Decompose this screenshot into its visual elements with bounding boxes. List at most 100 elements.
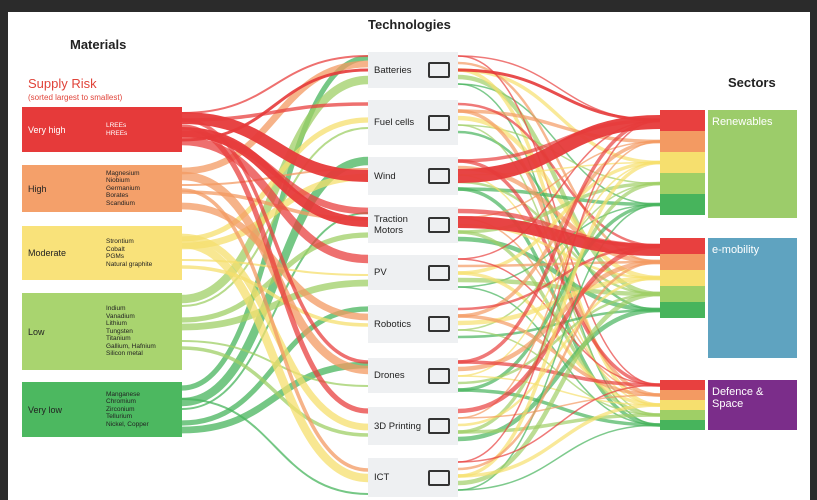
technology-label: Drones (374, 370, 405, 381)
sector-label: Defence & Space (712, 386, 764, 410)
sector-risk-band (660, 152, 705, 173)
technologies-header: Technologies (368, 17, 451, 32)
flow (181, 55, 369, 391)
sector-risk-band (660, 131, 705, 152)
sector-risk-band (660, 302, 705, 318)
materials-header: Materials (70, 37, 127, 52)
material: Tellurium (106, 413, 133, 421)
material: Titanium (106, 335, 131, 343)
flow (181, 265, 369, 327)
flow (457, 119, 661, 463)
technology-label: Robotics (374, 318, 411, 330)
material: Tungsten (106, 327, 133, 335)
technology-label: Batteries (374, 64, 412, 76)
flow (181, 60, 369, 175)
flow (457, 202, 661, 392)
flow (457, 276, 661, 427)
technology-node: Wind (368, 157, 458, 195)
flow (457, 236, 661, 313)
flow (457, 260, 661, 268)
risk-level: Very high LREEs HREEs (22, 107, 182, 152)
flow (457, 181, 661, 234)
flow (181, 279, 369, 331)
technology-label: PV (374, 267, 387, 278)
risk-level: High Magnesium Niobium Germanium Borates Scan… (22, 165, 182, 212)
material: Silicon metal (106, 350, 143, 358)
material: Niobium (106, 177, 130, 185)
flow (457, 314, 661, 397)
sectors-header: Sectors (728, 75, 776, 90)
material-list: Strontium Cobalt PGMs Natural graphite (106, 238, 152, 268)
flow (457, 181, 661, 434)
risk-label: Very high (28, 124, 66, 135)
material-list: Magnesium Niobium Germanium Borates Scandium (106, 170, 140, 208)
flow (457, 109, 661, 397)
flow (181, 398, 369, 495)
technology-icon (428, 264, 450, 281)
technology-icon (428, 62, 450, 78)
flow (181, 188, 369, 472)
material: Lithium (106, 320, 127, 328)
material: Cobalt (106, 245, 125, 253)
sector-node: Renewables (708, 110, 797, 218)
sector-risk-band (660, 410, 705, 420)
risk-label: Moderate (28, 248, 67, 258)
sector-risk-band (660, 194, 705, 215)
flow (181, 239, 369, 483)
flow (457, 68, 661, 122)
technology-icon (428, 469, 450, 486)
flow (181, 68, 369, 142)
flow (181, 112, 369, 182)
sector-risk-band (660, 286, 705, 302)
risk-level: Moderate Strontium Cobalt PGMs Natural graph… (22, 226, 182, 280)
material: LREEs (106, 122, 127, 129)
sector-label: e-mobility (712, 244, 760, 256)
material: Gallium, Hafnium (106, 342, 156, 350)
flow (457, 388, 661, 427)
flow (457, 424, 661, 491)
sector-risk-band (660, 390, 705, 400)
right-border (810, 0, 817, 500)
sector-label: Renewables (712, 116, 773, 128)
technology-icon (428, 168, 450, 184)
material-list: Indium Vanadium Lithium Tungsten Titanium Gal… (106, 305, 156, 358)
material: Vanadium (106, 312, 135, 320)
flow (457, 160, 661, 275)
flow (457, 139, 661, 318)
flow (181, 127, 369, 307)
technology-node: 3D Printing (368, 407, 458, 445)
material-list: Manganese Chromium Zirconium Tellurium Nicke… (106, 391, 149, 429)
material: Magnesium (106, 169, 140, 177)
technology-label: ICT (374, 472, 390, 483)
technology-label: Wind (374, 170, 396, 182)
sector-risk-band (660, 420, 705, 430)
flow (181, 136, 369, 264)
flow (457, 384, 661, 463)
technology-node: Batteries (368, 52, 458, 88)
sector-node: e-mobility (708, 238, 797, 358)
flow (457, 187, 661, 207)
risk-label: High (28, 183, 47, 194)
sector-risk-band (660, 110, 705, 131)
sector-node: Defence & Space (708, 380, 797, 430)
material: Natural graphite (106, 260, 153, 268)
sector-risk-band (660, 173, 705, 194)
material: Germanium (106, 184, 140, 192)
flow (457, 68, 661, 165)
material: Nickel, Copper (106, 420, 149, 428)
technology-icon (428, 418, 450, 434)
technology-icon (428, 316, 450, 332)
sector-risk-band (660, 254, 705, 270)
technology-label: Fuel cells (374, 117, 415, 128)
flow (181, 55, 369, 114)
technology-node: Fuel cells (368, 100, 458, 145)
material: Indium (106, 305, 126, 313)
material-list: LREEs HREEs (106, 122, 127, 137)
flow (181, 346, 369, 437)
supply-risk-title: Supply Risk (28, 76, 97, 91)
material: Borates (106, 192, 129, 200)
technology-label: Traction Motors (374, 214, 408, 236)
supply-risk-subtitle: (sorted largest to smallest) (28, 93, 123, 102)
technology-node: Robotics (368, 305, 458, 343)
